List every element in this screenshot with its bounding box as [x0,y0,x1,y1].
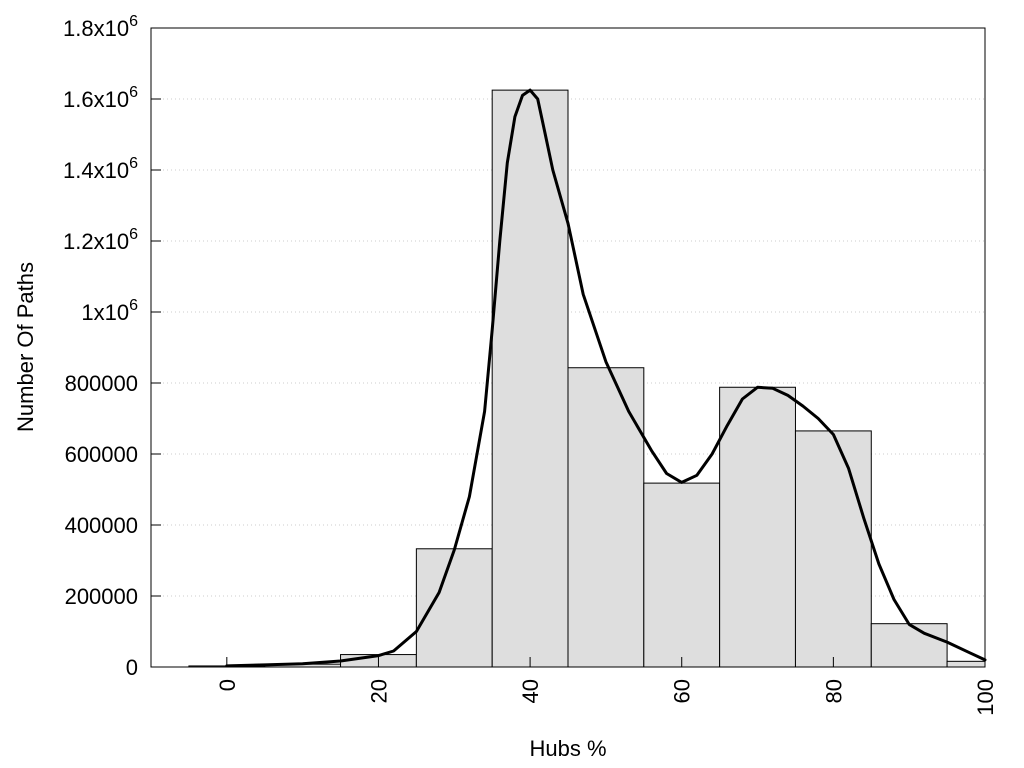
y-tick-label: 600000 [65,442,138,467]
histogram-bars [188,89,986,668]
histogram-bar [946,660,986,668]
y-axis-ticks: 0 200000 400000 600000 800000 1x106 1.2x106 1.4… [63,13,161,680]
x-tick-label: 100 [973,679,998,716]
x-tick-label: 40 [518,679,543,703]
histogram-bar [794,430,872,668]
histogram-bar [567,367,645,668]
density-curve-line [225,88,987,668]
y-tick-label: 800000 [65,371,138,396]
histogram-bar [491,89,569,668]
density-curve [225,88,987,668]
histogram-bar [415,548,493,668]
histogram-bar [643,482,721,668]
histogram-bar [719,386,796,668]
y-tick-label: 0 [126,655,138,680]
histogram-bar [870,623,948,668]
x-axis-label: Hubs % [529,736,606,761]
y-tick-label: 1x106 [81,297,138,325]
x-tick-label: 80 [821,679,846,703]
x-tick-label: 0 [215,679,240,691]
y-tick-label: 400000 [65,513,138,538]
x-tick-label: 20 [366,679,391,703]
y-tick-label: 200000 [65,584,138,609]
y-tick-label: 1.6x106 [63,84,138,112]
y-tick-label: 1.2x106 [63,226,138,254]
y-tick-label: 1.4x106 [63,155,138,183]
plot-frame [150,27,986,668]
x-axis-ticks: 0 20 40 60 80 100 [215,657,998,716]
x-tick-label: 60 [670,679,695,703]
y-axis-label: Number Of Paths [13,262,38,432]
y-tick-label: 1.8x106 [63,13,138,41]
